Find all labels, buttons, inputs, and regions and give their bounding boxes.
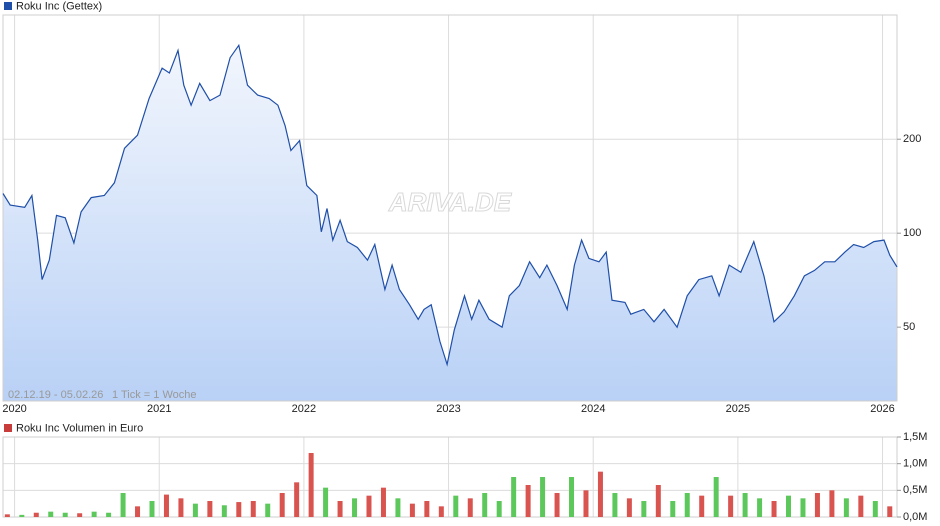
volume-bar — [858, 495, 864, 517]
volume-bar — [453, 495, 459, 517]
volume-bar — [829, 490, 835, 517]
y-tick-label: 100 — [903, 227, 921, 239]
x-tick-label: 2024 — [581, 403, 605, 415]
price-line — [2, 43, 898, 367]
volume-frame — [2, 436, 898, 518]
y-tick-label: 1,5M — [903, 431, 927, 443]
volume-bar — [496, 501, 502, 517]
volume-bar — [337, 501, 343, 517]
volume-bar — [684, 493, 690, 517]
watermark: ARIVA.DE — [388, 187, 512, 217]
date-range: 02.12.19 - 05.02.26 — [8, 389, 103, 401]
y-tick-label: 0,0M — [903, 511, 927, 523]
volume-bar — [178, 498, 184, 517]
tick-info: 1 Tick = 1 Woche — [112, 389, 196, 401]
volume-bar — [742, 493, 748, 517]
volume-bar — [583, 490, 589, 517]
volume-bar — [265, 503, 271, 517]
x-tick-label: 2026 — [870, 403, 894, 415]
price-area — [3, 45, 897, 402]
volume-bar — [294, 482, 300, 517]
volume-bar — [192, 503, 198, 517]
volume-bar — [323, 487, 329, 517]
volume-bar — [626, 498, 632, 517]
volume-bar — [149, 501, 155, 517]
volume-bar — [250, 501, 256, 517]
volume-bar — [135, 506, 141, 517]
volume-bar — [786, 495, 792, 517]
volume-bar — [511, 477, 517, 517]
volume-bar — [872, 501, 878, 517]
volume-bar — [77, 513, 83, 517]
volume-bar — [120, 493, 126, 517]
x-tick-label: 2022 — [292, 403, 316, 415]
volume-bar — [19, 514, 25, 517]
volume-bar — [771, 501, 777, 517]
volume-bar — [438, 506, 444, 517]
volume-bar — [308, 453, 314, 517]
x-tick-label: 2020 — [2, 403, 26, 415]
volume-bar — [728, 495, 734, 517]
x-tick-label: 2021 — [147, 403, 171, 415]
volume-bar — [4, 514, 10, 517]
volume-bar — [713, 477, 719, 517]
volume-bar — [33, 512, 39, 517]
price-frame — [2, 14, 898, 402]
volume-bar — [163, 494, 169, 517]
volume-bar — [106, 512, 112, 517]
volume-bar — [569, 477, 575, 517]
y-tick-label: 0,5M — [903, 484, 927, 496]
volume-bar — [670, 501, 676, 517]
volume-bar — [540, 477, 546, 517]
x-tick-label: 2025 — [726, 403, 750, 415]
legend-marker — [4, 2, 12, 10]
volume-bar — [48, 511, 54, 517]
volume-bar — [887, 506, 893, 517]
legend-marker — [4, 424, 12, 432]
volume-bar — [352, 498, 358, 517]
x-tick-label: 2023 — [436, 403, 460, 415]
volume-bar — [395, 498, 401, 517]
volume-bar — [612, 493, 618, 517]
y-tick-label: 200 — [903, 133, 921, 145]
y-tick-label: 50 — [903, 321, 915, 333]
volume-bar — [525, 485, 531, 517]
volume-bar — [800, 498, 806, 517]
legend-label: Roku Inc Volumen in Euro — [16, 422, 143, 434]
volume-bar — [279, 493, 285, 517]
volume-bar — [221, 505, 227, 517]
volume-bar — [62, 512, 68, 517]
volume-bar — [641, 501, 647, 517]
volume-bar — [699, 495, 705, 517]
volume-bar — [207, 501, 213, 517]
volume-bar — [554, 493, 560, 517]
volume-bar — [91, 511, 97, 517]
volume-bar — [757, 498, 763, 517]
volume-bar — [366, 495, 372, 517]
volume-bar — [409, 503, 415, 517]
volume-bar — [843, 498, 849, 517]
volume-bar — [236, 502, 242, 517]
volume-bar — [467, 498, 473, 517]
volume-bar — [597, 471, 603, 517]
volume-bar — [482, 493, 488, 517]
legend-label: Roku Inc (Gettex) — [16, 0, 102, 12]
volume-bar — [655, 485, 661, 517]
volume-bar — [814, 493, 820, 517]
volume-bar — [380, 487, 386, 517]
y-tick-label: 1,0M — [903, 458, 927, 470]
volume-bar — [424, 501, 430, 517]
